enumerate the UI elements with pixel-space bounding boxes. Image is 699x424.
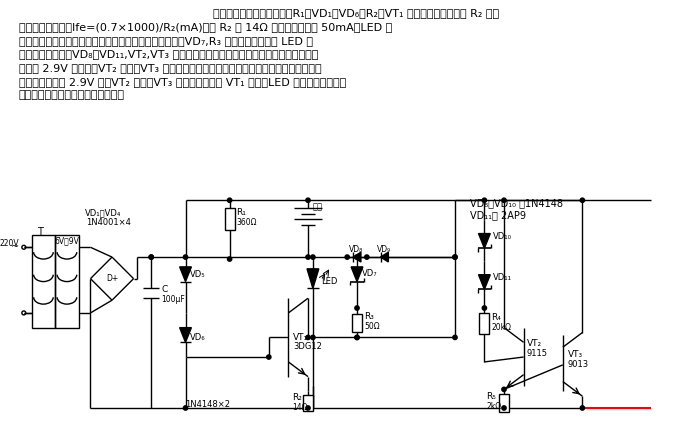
Polygon shape bbox=[353, 252, 361, 262]
Circle shape bbox=[355, 335, 359, 340]
Polygon shape bbox=[307, 269, 319, 288]
Text: ~: ~ bbox=[10, 243, 19, 252]
Circle shape bbox=[306, 406, 310, 410]
Text: VD₆: VD₆ bbox=[190, 332, 206, 341]
Text: LED: LED bbox=[321, 277, 337, 286]
Polygon shape bbox=[479, 275, 490, 290]
Bar bbox=[55, 234, 79, 328]
Text: 当电池电压超过 2.9V 时，VT₂ 导通，VT₃ 也导通，从而使 VT₁ 截止，LED 熄灭，充电停止。: 当电池电压超过 2.9V 时，VT₂ 导通，VT₃ 也导通，从而使 VT₁ 截止… bbox=[19, 77, 346, 87]
Text: C: C bbox=[161, 285, 167, 295]
Circle shape bbox=[227, 257, 232, 261]
Text: 简单镍镉电池充电器电路，R₁，VD₁，VD₆，R₂，VT₁ 构成恒流电路，调节 R₂ 可调: 简单镍镉电池充电器电路，R₁，VD₁，VD₆，R₂，VT₁ 构成恒流电路，调节 … bbox=[213, 8, 499, 18]
Text: 压低于 2.9V 左右时，VT₂ 截止，VT₃ 也截止，对恒流充电电路无影响，电路处于充电状态，: 压低于 2.9V 左右时，VT₂ 截止，VT₃ 也截止，对恒流充电电路无影响，电… bbox=[19, 63, 322, 73]
Circle shape bbox=[453, 255, 457, 259]
Text: VT₁: VT₁ bbox=[294, 332, 308, 341]
Text: 14Ω: 14Ω bbox=[292, 403, 308, 412]
Circle shape bbox=[306, 198, 310, 202]
Circle shape bbox=[502, 198, 506, 202]
Circle shape bbox=[306, 255, 310, 259]
Text: VD₉: VD₉ bbox=[377, 245, 391, 254]
Circle shape bbox=[482, 198, 487, 202]
Circle shape bbox=[311, 335, 315, 340]
Text: T: T bbox=[36, 227, 43, 237]
Text: D+: D+ bbox=[106, 274, 118, 283]
Text: VD₁～VD₄: VD₁～VD₄ bbox=[85, 208, 121, 217]
Circle shape bbox=[580, 406, 584, 410]
Text: 3DG12: 3DG12 bbox=[294, 342, 322, 351]
Polygon shape bbox=[180, 328, 192, 342]
Text: 360Ω: 360Ω bbox=[236, 218, 257, 227]
Text: R₂: R₂ bbox=[292, 393, 302, 402]
Polygon shape bbox=[380, 252, 389, 262]
Text: R₁: R₁ bbox=[236, 208, 246, 217]
Circle shape bbox=[365, 255, 369, 259]
Circle shape bbox=[355, 335, 359, 340]
Circle shape bbox=[227, 198, 232, 202]
Bar bbox=[31, 234, 55, 328]
Text: 充电指示，其亮度在一定程度上反映了充电电流的大小。VD₇,R₃ 起分流作用使流经 LED 的: 充电指示，其亮度在一定程度上反映了充电电流的大小。VD₇,R₃ 起分流作用使流经… bbox=[19, 36, 313, 46]
Text: VD₇: VD₇ bbox=[362, 269, 377, 278]
Circle shape bbox=[306, 335, 310, 340]
Text: R₃: R₃ bbox=[364, 312, 374, 321]
Text: VD₈～VD₁₀ 为1N4148: VD₈～VD₁₀ 为1N4148 bbox=[470, 198, 563, 208]
Polygon shape bbox=[479, 234, 490, 248]
Bar bbox=[480, 313, 489, 335]
Text: 20kΩ: 20kΩ bbox=[491, 323, 511, 332]
Circle shape bbox=[345, 255, 350, 259]
Text: VT₃: VT₃ bbox=[568, 350, 583, 359]
Text: VD₁₀: VD₁₀ bbox=[493, 232, 512, 240]
Circle shape bbox=[502, 387, 506, 391]
Bar bbox=[499, 394, 509, 412]
Text: VD₅: VD₅ bbox=[190, 270, 206, 279]
Bar bbox=[352, 314, 362, 332]
Text: 电池: 电池 bbox=[313, 202, 323, 211]
Circle shape bbox=[502, 406, 506, 410]
Circle shape bbox=[149, 255, 153, 259]
Text: 9115: 9115 bbox=[526, 349, 547, 358]
Circle shape bbox=[453, 255, 457, 259]
Text: 2kΩ: 2kΩ bbox=[487, 402, 501, 411]
Bar bbox=[224, 208, 234, 230]
Text: VT₂: VT₂ bbox=[526, 339, 542, 349]
Text: 9013: 9013 bbox=[568, 360, 589, 369]
Text: VD₁₁为 2AP9: VD₁₁为 2AP9 bbox=[470, 210, 526, 220]
Polygon shape bbox=[180, 267, 192, 282]
Text: R₄: R₄ bbox=[491, 313, 501, 322]
Text: 节充电电流大小，Ife=(0.7×1000)/R₂(mA)。当 R₂ 取 14Ω 时，充电电流为 50mA。LED 作: 节充电电流大小，Ife=(0.7×1000)/R₂(mA)。当 R₂ 取 14Ω… bbox=[19, 22, 392, 32]
Text: R₅: R₅ bbox=[487, 392, 496, 401]
Circle shape bbox=[355, 255, 359, 259]
Circle shape bbox=[580, 198, 584, 202]
Circle shape bbox=[183, 255, 187, 259]
Circle shape bbox=[149, 255, 153, 259]
Text: 1N4001×4: 1N4001×4 bbox=[87, 218, 131, 227]
Text: 6V～9V: 6V～9V bbox=[55, 237, 80, 245]
Text: 这样，就防止了镍镉电池的过充电。: 这样，就防止了镍镉电池的过充电。 bbox=[19, 90, 125, 100]
Text: VD₁₁: VD₁₁ bbox=[493, 273, 512, 282]
Text: 100μF: 100μF bbox=[161, 295, 185, 304]
Circle shape bbox=[183, 406, 187, 410]
Circle shape bbox=[453, 335, 457, 340]
Circle shape bbox=[482, 306, 487, 310]
Bar bbox=[303, 395, 313, 411]
Text: 电流不致于过大。VD₈～VD₁₁,VT₂,VT₃ 构成充电结束自动停止电路，当两节被充电电池电: 电流不致于过大。VD₈～VD₁₁,VT₂,VT₃ 构成充电结束自动停止电路，当两… bbox=[19, 49, 318, 59]
Polygon shape bbox=[351, 267, 363, 282]
Text: VD₈: VD₈ bbox=[350, 245, 363, 254]
Circle shape bbox=[311, 255, 315, 259]
Circle shape bbox=[355, 306, 359, 310]
Text: 220V: 220V bbox=[0, 240, 19, 248]
Text: 1N4148×2: 1N4148×2 bbox=[185, 400, 231, 409]
Circle shape bbox=[266, 355, 271, 359]
Text: 50Ω: 50Ω bbox=[364, 322, 380, 331]
